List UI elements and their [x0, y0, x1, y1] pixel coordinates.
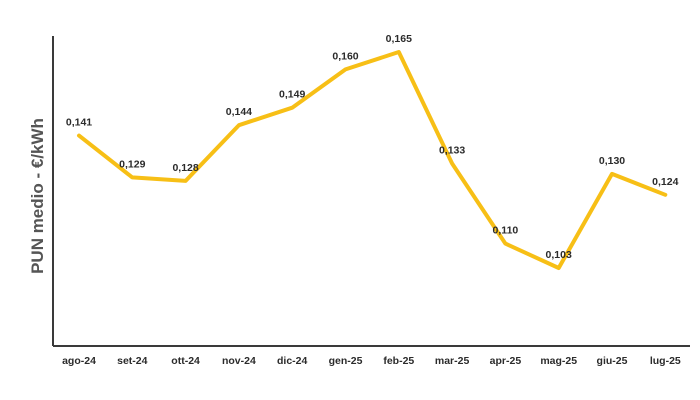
data-label: 0,124 [652, 176, 678, 188]
data-label: 0,133 [439, 144, 465, 156]
data-label: 0,129 [119, 158, 145, 170]
x-tick-label: lug-25 [650, 355, 681, 367]
data-label: 0,103 [546, 249, 572, 261]
data-label: 0,165 [386, 33, 412, 45]
x-tick-label: feb-25 [383, 355, 414, 367]
data-label: 0,160 [332, 50, 358, 62]
series-line [77, 50, 668, 270]
data-label: 0,144 [226, 106, 252, 118]
x-tick-label: ago-24 [62, 355, 96, 367]
y-axis-label: PUN medio - €/kWh [28, 118, 47, 274]
x-tick-label: giu-25 [597, 355, 628, 367]
data-label: 0,110 [493, 225, 519, 237]
data-labels-group: 0,141 0,129 0,128 0,144 0,149 0,160 0,165 0,133… [66, 33, 679, 261]
x-tick-labels-group: ago-24 set-24 ott-24 nov-24 dic-24 gen-25 feb-… [62, 355, 681, 367]
data-label: 0,141 [66, 117, 92, 129]
x-tick-label: apr-25 [490, 355, 522, 367]
series-group [77, 50, 668, 270]
x-tick-label: set-24 [117, 355, 148, 367]
data-label: 0,128 [172, 162, 198, 174]
data-label: 0,130 [599, 155, 625, 167]
x-tick-label: mag-25 [540, 355, 577, 367]
data-label: 0,149 [279, 89, 305, 101]
x-tick-label: ott-24 [171, 355, 200, 367]
x-tick-label: dic-24 [277, 355, 308, 367]
x-tick-label: mar-25 [435, 355, 470, 367]
x-tick-label: nov-24 [222, 355, 256, 367]
x-tick-label: gen-25 [329, 355, 363, 367]
